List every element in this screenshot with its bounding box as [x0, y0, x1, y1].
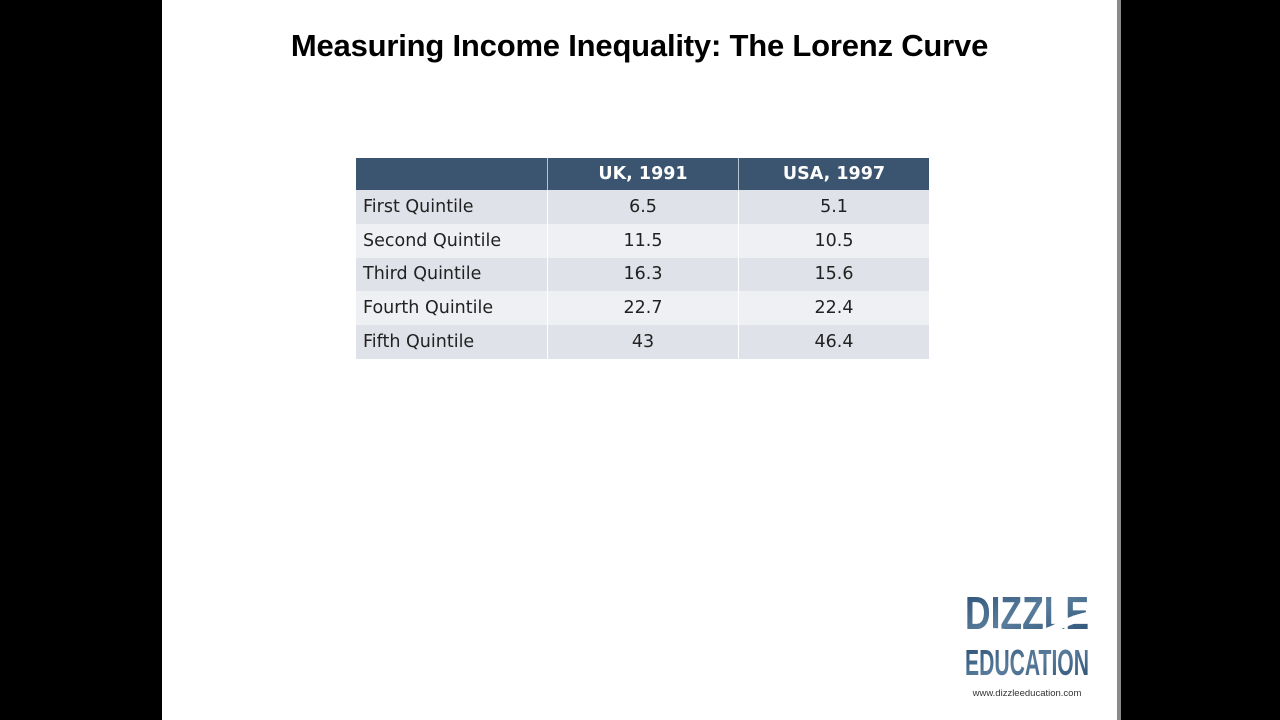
row-label: First Quintile — [356, 190, 548, 224]
usa-value: 22.4 — [738, 291, 929, 326]
row-label: Third Quintile — [356, 257, 548, 292]
slide-right-edge — [1117, 0, 1121, 720]
header-usa-1997: USA, 1997 — [738, 158, 929, 190]
usa-value: 10.5 — [738, 223, 929, 258]
table-row: Fifth Quintile 43 46.4 — [356, 325, 929, 359]
row-label: Fourth Quintile — [356, 291, 548, 326]
usa-value: 5.1 — [738, 190, 929, 224]
table-row: First Quintile 6.5 5.1 — [356, 190, 929, 224]
row-label: Fifth Quintile — [356, 325, 548, 359]
svg-text:EDUCATION: EDUCATION — [965, 642, 1089, 683]
dizzle-education-logo: DIZZLE EDUCATION www.dizzleeducation.com — [962, 585, 1092, 700]
table-row: Second Quintile 11.5 10.5 — [356, 223, 929, 258]
logo-url: www.dizzleeducation.com — [972, 688, 1082, 699]
uk-value: 22.7 — [547, 291, 739, 326]
table-row: Third Quintile 16.3 15.6 — [356, 257, 929, 292]
slide-title: Measuring Income Inequality: The Lorenz … — [290, 28, 989, 63]
row-label: Second Quintile — [356, 223, 548, 258]
uk-value: 43 — [547, 325, 739, 359]
uk-value: 11.5 — [547, 223, 739, 258]
usa-value: 15.6 — [738, 257, 929, 292]
usa-value: 46.4 — [738, 325, 929, 359]
uk-value: 6.5 — [547, 190, 739, 224]
table-row: Fourth Quintile 22.7 22.4 — [356, 291, 929, 326]
slide: Measuring Income Inequality: The Lorenz … — [162, 0, 1117, 720]
uk-value: 16.3 — [547, 257, 739, 292]
header-blank — [356, 158, 548, 190]
table-header-row: UK, 1991 USA, 1997 — [356, 158, 929, 190]
header-uk-1991: UK, 1991 — [547, 158, 739, 190]
logo-wordmark-icon: DIZZLE EDUCATION — [962, 587, 1092, 683]
income-quintile-table: UK, 1991 USA, 1997 First Quintile 6.5 5.… — [356, 158, 929, 359]
